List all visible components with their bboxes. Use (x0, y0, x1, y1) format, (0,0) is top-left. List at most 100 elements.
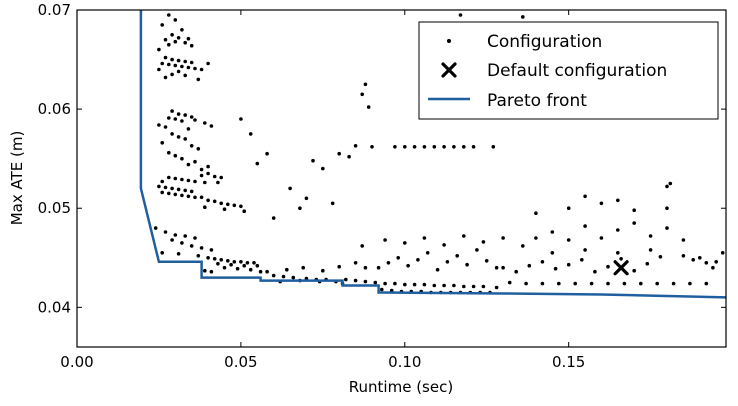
configuration-point (186, 162, 191, 167)
configuration-point (566, 262, 571, 267)
configuration-point (183, 73, 187, 78)
configuration-point (363, 82, 368, 87)
configuration-point (180, 28, 184, 32)
configuration-point (212, 199, 217, 204)
configuration-point (212, 257, 217, 261)
configuration-point (199, 167, 204, 172)
configuration-point (232, 203, 237, 208)
configuration-point (212, 174, 217, 179)
configuration-point (691, 258, 695, 262)
configuration-point (442, 283, 446, 288)
configuration-point (412, 282, 417, 287)
configuration-point (599, 236, 604, 240)
configuration-point (232, 260, 237, 264)
configuration-point (186, 36, 191, 41)
configuration-point (173, 63, 178, 68)
x-tick-label: 0.15 (552, 353, 585, 371)
configuration-point (265, 151, 269, 156)
configuration-point (153, 226, 158, 230)
configuration-point (209, 248, 214, 252)
configuration-point (258, 269, 263, 274)
configuration-point (583, 224, 587, 228)
configuration-point (616, 198, 620, 203)
configuration-point (383, 281, 387, 286)
configuration-point (176, 69, 181, 74)
configuration-point (167, 116, 171, 120)
configuration-point (157, 47, 161, 52)
configuration-point (203, 121, 207, 125)
configuration-point (711, 265, 715, 270)
x-tick-label: 0.05 (224, 353, 257, 371)
configuration-point (393, 145, 397, 149)
configuration-point (606, 264, 610, 269)
configuration-point (462, 284, 466, 289)
configuration-point (176, 252, 181, 256)
configuration-point (720, 251, 725, 255)
configuration-point (353, 144, 358, 148)
configuration-point (668, 181, 673, 186)
configuration-point (173, 176, 178, 181)
configuration-point (183, 40, 187, 45)
configuration-point (465, 262, 469, 267)
configuration-point (167, 191, 171, 196)
configuration-point (435, 267, 440, 272)
legend-configuration-label: Configuration (487, 32, 602, 52)
configuration-point (206, 198, 210, 203)
y-tick-label: 0.07 (38, 1, 71, 19)
configuration-point (619, 257, 623, 261)
configuration-point (160, 179, 164, 184)
x-tick-label: 0.00 (60, 353, 93, 371)
configuration-point (291, 275, 296, 280)
configuration-point (176, 187, 181, 192)
configuration-point (599, 201, 604, 206)
configuration-point (189, 115, 194, 119)
configuration-point (206, 255, 210, 260)
y-tick-label: 0.04 (38, 298, 71, 316)
configuration-point (173, 192, 178, 197)
configuration-point (311, 158, 315, 163)
configuration-point (173, 39, 178, 44)
configuration-point (199, 195, 204, 200)
legend-default-marker (441, 62, 457, 78)
configuration-point (353, 278, 358, 283)
configuration-point (606, 281, 610, 286)
configuration-point (540, 260, 545, 264)
configuration-point (248, 267, 253, 272)
configuration-point (160, 61, 164, 66)
configuration-point (616, 228, 620, 232)
configuration-point (501, 236, 505, 240)
configuration-point (665, 184, 669, 189)
configuration-point (239, 204, 243, 209)
y-tick-label: 0.05 (38, 199, 71, 217)
configuration-point (452, 283, 456, 288)
configuration-point (360, 92, 365, 97)
configuration-point (298, 206, 302, 210)
configuration-point (196, 147, 201, 151)
configuration-point (593, 269, 597, 274)
configuration-point (203, 180, 207, 185)
configuration-point (471, 145, 476, 149)
configuration-point (671, 281, 676, 286)
configuration-point (583, 248, 587, 252)
configuration-point (347, 154, 351, 159)
configuration-point (524, 281, 528, 286)
configuration-point (507, 280, 512, 285)
configuration-point (176, 36, 181, 40)
configuration-point (370, 145, 374, 149)
y-tick-label: 0.06 (38, 100, 71, 118)
configuration-point (484, 259, 489, 263)
configuration-point (226, 202, 230, 207)
configuration-point (616, 251, 620, 255)
plot-frame (76, 9, 727, 348)
configuration-point (285, 267, 289, 272)
configuration-point (462, 145, 466, 149)
configuration-point (416, 258, 420, 262)
configuration-point (209, 269, 214, 274)
configuration-point (189, 144, 194, 148)
configuration-point (553, 266, 558, 271)
configuration-point (632, 268, 636, 273)
configuration-point (183, 113, 187, 117)
configuration-point (632, 208, 636, 212)
configuration-point (403, 241, 407, 245)
configuration-point (373, 280, 378, 285)
